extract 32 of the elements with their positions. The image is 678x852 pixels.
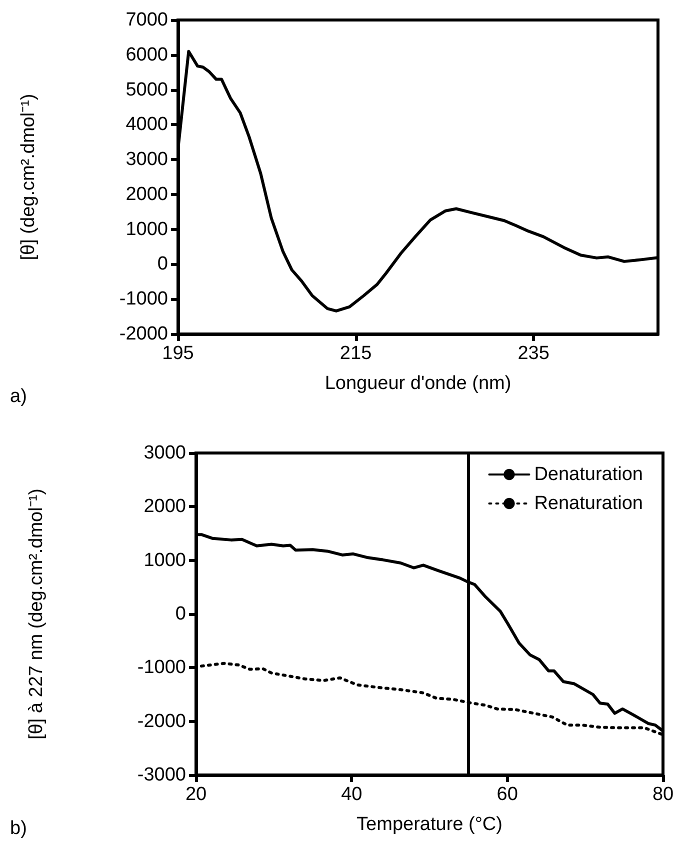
x-axis-title: Temperature (°C)	[356, 814, 502, 835]
legend-label: Denaturation	[534, 464, 643, 485]
y-tick-label: -2000	[137, 710, 186, 732]
y-tick-label: 4000	[126, 114, 168, 136]
y-tick-label: 2000	[144, 496, 186, 518]
x-tick-label: 215	[340, 343, 372, 364]
text: a)	[10, 386, 27, 407]
x-tick-label: 60	[496, 784, 518, 805]
text: b)	[10, 818, 27, 839]
y-tick-label: 5000	[126, 79, 168, 100]
y-tick-label: 3000	[126, 149, 168, 170]
y-tick-label: 0	[157, 254, 168, 275]
x-tick-label: 195	[162, 343, 194, 364]
y-tick-label: 1000	[144, 550, 186, 571]
y-tick-label: 7000	[126, 10, 168, 30]
y-tick-label: 1000	[126, 218, 168, 240]
x-tick-label: 80	[652, 784, 674, 805]
x-tick-label: 20	[185, 784, 207, 805]
y-tick-label: -2000	[119, 324, 168, 344]
x-tick-label: 40	[341, 784, 362, 805]
y-tick-label: -1000	[119, 288, 168, 310]
y-tick-label: 0	[175, 604, 186, 624]
y-tick-label: 3000	[144, 442, 186, 464]
x-axis-title: Longueur d'onde (nm)	[324, 373, 512, 394]
y-tick-label: 2000	[126, 184, 168, 205]
y-tick-label: -1000	[137, 657, 186, 678]
y-tick-label: 6000	[126, 44, 168, 66]
y-tick-label: -3000	[137, 764, 186, 786]
y-axis-title: [θ] (deg.cm².dmol⁻¹)	[18, 94, 39, 260]
legend-label: Renaturation	[534, 493, 643, 514]
y-axis-title: [θ] à 227 nm (deg.cm².dmol⁻¹)	[26, 488, 47, 740]
x-tick-label: 235	[518, 343, 550, 364]
